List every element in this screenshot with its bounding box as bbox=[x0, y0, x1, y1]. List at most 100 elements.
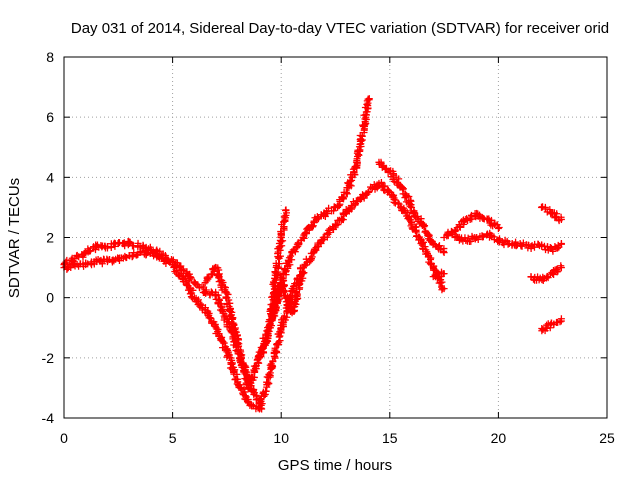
x-tick-label: 20 bbox=[491, 430, 507, 446]
data-marker bbox=[554, 244, 562, 252]
data-marker bbox=[232, 375, 240, 383]
data-marker bbox=[80, 249, 88, 257]
data-marker bbox=[546, 243, 554, 251]
series-track-h bbox=[451, 229, 565, 255]
data-marker bbox=[309, 222, 317, 230]
data-marker bbox=[272, 284, 280, 292]
data-marker bbox=[546, 324, 554, 332]
data-marker bbox=[149, 249, 157, 257]
data-marker bbox=[282, 214, 290, 222]
x-tick-label: 10 bbox=[273, 430, 289, 446]
data-marker bbox=[557, 240, 565, 248]
data-marker bbox=[361, 103, 369, 111]
data-marker bbox=[285, 254, 293, 262]
data-marker bbox=[535, 276, 543, 284]
data-marker bbox=[266, 371, 274, 379]
data-marker bbox=[395, 175, 403, 183]
series-track-l bbox=[429, 268, 448, 281]
data-marker bbox=[228, 315, 236, 323]
data-marker bbox=[220, 339, 228, 347]
x-tick-label: 25 bbox=[599, 430, 615, 446]
data-marker bbox=[495, 224, 503, 232]
data-marker bbox=[554, 267, 562, 275]
data-marker bbox=[437, 278, 445, 286]
data-marker bbox=[362, 108, 370, 116]
data-marker bbox=[214, 272, 222, 280]
data-marker bbox=[211, 321, 219, 329]
data-marker bbox=[241, 392, 249, 400]
series-track-k bbox=[538, 315, 565, 335]
data-marker bbox=[412, 227, 420, 235]
data-marker bbox=[98, 260, 106, 268]
data-marker bbox=[437, 268, 445, 276]
data-marker bbox=[271, 344, 279, 352]
data-marker bbox=[365, 188, 373, 196]
y-tick-label: 2 bbox=[46, 230, 54, 246]
data-marker bbox=[244, 396, 252, 404]
data-marker bbox=[308, 253, 316, 261]
data-marker bbox=[439, 247, 447, 255]
data-marker bbox=[174, 271, 182, 279]
data-marker bbox=[198, 301, 206, 309]
data-marker bbox=[346, 177, 354, 185]
series-track-i bbox=[537, 203, 565, 225]
data-marker bbox=[301, 230, 309, 238]
y-tick-label: 6 bbox=[46, 109, 54, 125]
data-marker bbox=[226, 299, 234, 307]
data-marker bbox=[309, 223, 317, 231]
data-marker bbox=[314, 215, 322, 223]
data-marker bbox=[221, 314, 229, 322]
data-marker bbox=[251, 368, 259, 376]
data-marker bbox=[467, 211, 475, 219]
data-marker bbox=[382, 165, 390, 173]
data-marker bbox=[207, 314, 215, 322]
data-marker bbox=[129, 252, 137, 260]
data-marker bbox=[278, 274, 286, 282]
data-marker bbox=[258, 343, 266, 351]
data-marker bbox=[365, 95, 373, 103]
data-marker bbox=[394, 199, 402, 207]
data-marker bbox=[324, 209, 332, 217]
data-marker bbox=[300, 269, 308, 277]
y-axis-label: SDTVAR / TECUs bbox=[6, 178, 23, 298]
data-marker bbox=[543, 324, 551, 332]
data-marker bbox=[279, 237, 287, 245]
data-marker bbox=[265, 380, 273, 388]
data-marker bbox=[249, 387, 257, 395]
data-marker bbox=[503, 237, 511, 245]
grid-lines bbox=[64, 57, 607, 418]
data-marker bbox=[557, 317, 565, 325]
series-track-g bbox=[440, 209, 503, 241]
data-marker bbox=[79, 251, 87, 259]
chart-title: Day 031 of 2014, Sidereal Day-to-day VTE… bbox=[71, 20, 609, 37]
y-tick-label: -4 bbox=[42, 410, 55, 426]
data-marker bbox=[355, 151, 363, 159]
data-marker bbox=[406, 216, 414, 224]
data-marker bbox=[384, 186, 392, 194]
data-marker bbox=[219, 338, 227, 346]
x-tick-label: 15 bbox=[382, 430, 398, 446]
data-marker bbox=[311, 247, 319, 255]
data-marker bbox=[438, 286, 446, 294]
data-marker bbox=[175, 262, 183, 270]
axis-ticks: 0 5 10 15 20 25 -4 -2 0 2 4 6 8 bbox=[42, 49, 615, 446]
data-marker bbox=[187, 274, 195, 282]
data-marker bbox=[398, 184, 406, 192]
series-track-e bbox=[266, 206, 291, 326]
data-marker bbox=[351, 201, 359, 209]
data-marker bbox=[556, 318, 564, 326]
data-marker bbox=[137, 248, 145, 256]
data-marker bbox=[547, 210, 555, 218]
data-marker bbox=[225, 296, 233, 304]
data-marker bbox=[329, 225, 337, 233]
data-point bbox=[494, 224, 502, 232]
data-marker bbox=[223, 345, 231, 353]
y-tick-label: -2 bbox=[42, 350, 55, 366]
data-marker bbox=[302, 229, 310, 237]
data-marker bbox=[557, 262, 565, 270]
data-marker bbox=[420, 223, 428, 231]
data-marker bbox=[214, 328, 222, 336]
y-tick-label: 8 bbox=[46, 49, 54, 65]
y-tick-label: 0 bbox=[46, 290, 54, 306]
